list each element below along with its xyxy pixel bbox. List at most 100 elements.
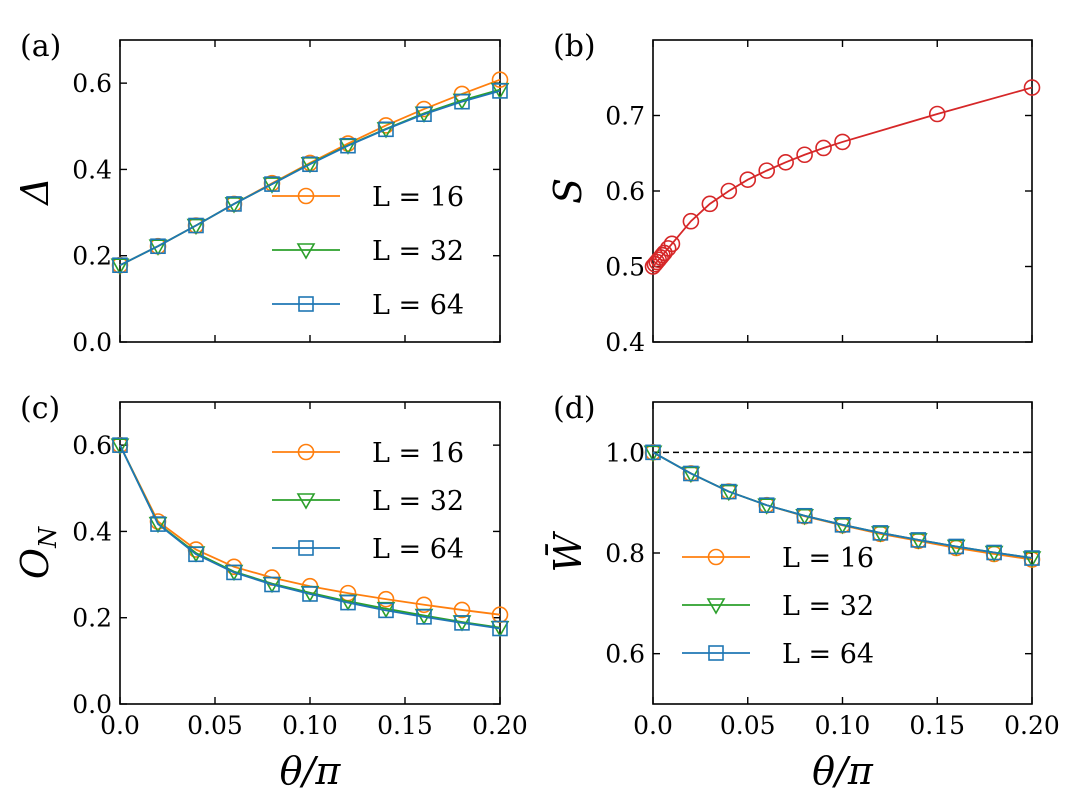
legend-label: L = 32 [782,591,874,622]
y-tick-label: 0.6 [605,640,645,669]
data-point [340,594,356,611]
data-point [872,525,889,541]
x-axis-title: θ/π [812,749,874,793]
data-point [659,240,677,257]
series-L64 [112,83,508,274]
legend-label: L = 32 [372,486,464,517]
x-tick-label: 0.0 [100,711,140,740]
data-point [492,83,508,99]
legend-label: L = 16 [372,182,464,213]
legend-label: L = 32 [372,236,464,267]
y-axis-title: W̄ [546,531,590,573]
axes-frame [652,39,1033,343]
data-point [264,576,280,593]
y-axis-title: S [546,178,590,204]
legend-label: L = 64 [782,639,874,670]
y-tick-label: 1.0 [605,438,645,467]
x-tick-label: 0.10 [815,711,871,740]
data-point [492,620,508,637]
legend-marker [708,645,724,661]
data-point [491,71,509,88]
data-point [643,445,663,462]
y-tick-label: 0.0 [72,328,112,357]
panel-b: 0.4 0.5 0.6 0.7 (b) S [546,29,1041,357]
data-point [739,171,757,188]
legend-marker [707,548,725,566]
data-point [226,564,242,581]
data-point [758,162,776,179]
legend: L = 16 L = 32 L = 64 [272,438,464,565]
y-tick-label: 0.2 [72,242,112,271]
data-point [453,601,471,619]
series-L64 [645,444,1040,566]
data-point [834,133,851,151]
data-point [701,195,719,213]
data-point [378,121,394,138]
data-point [663,235,681,253]
series-line [652,451,1033,559]
series-line [119,444,501,616]
data-point [682,212,700,230]
legend-marker [296,493,316,510]
legend-marker [296,243,316,260]
data-point [796,146,813,164]
y-axis-title: Δ [13,177,57,206]
legend: L = 16 L = 32 L = 64 [272,182,464,321]
y-axis-title: ON [13,526,62,579]
data-point [150,516,166,532]
data-point [262,177,282,194]
data-point [720,483,737,500]
panel-c: 0.0 0.05 0.10 0.15 0.20 0.0 0.2 0.4 0.6 (c) ON θ/π L… [13,391,528,793]
data-point [226,196,242,212]
legend-marker [297,443,315,461]
data-point [377,590,395,608]
legend-label: L = 64 [372,290,464,321]
legend-marker [298,540,314,556]
y-tick-label: 0.6 [72,69,112,98]
y-tick-label: 0.0 [72,690,112,719]
x-axis-title: θ/π [280,749,342,793]
legend-marker [297,187,315,205]
y-tick-label: 0.8 [605,539,645,568]
legend: L = 16 L = 32 L = 64 [682,543,874,670]
data-point [302,156,318,173]
data-point [416,609,432,625]
panel-d: 0.0 0.05 0.10 0.15 0.20 0.6 0.8 1.0 (d) W̄ θ/π L = … [546,391,1060,793]
series-line [119,444,501,630]
panel-a: 0.0 0.2 0.4 0.6 (a) Δ L = 16 L = 32 L = 64 [13,29,510,357]
data-point [112,257,128,274]
data-point [188,217,204,234]
data-point [150,238,166,255]
y-tick-label: 0.4 [72,155,112,184]
y-tick-label: 0.6 [605,177,645,206]
data-point [224,197,244,214]
legend-marker [298,296,314,312]
data-point [186,218,206,236]
series-S [644,79,1041,275]
y-tick-label: 0.4 [72,517,112,546]
x-tick-label: 0.15 [909,711,965,740]
x-tick-label: 0.20 [1004,711,1060,740]
data-point [720,182,738,200]
x-tick-label: 0.15 [377,711,433,740]
data-point [948,538,965,555]
data-point [264,176,280,192]
y-tick-label: 0.4 [605,328,645,357]
data-point [378,602,394,619]
data-point [758,497,775,513]
y-tick-label: 0.7 [605,102,645,131]
series-L64 [112,437,508,637]
data-point [1023,79,1041,96]
x-tick-label: 0.05 [720,711,776,740]
series-line [652,86,1033,268]
data-point [910,532,927,548]
x-tick-label: 0.0 [633,711,673,740]
data-point [1024,550,1040,566]
legend-marker [706,598,726,615]
panel-label: (d) [553,391,596,426]
legend-label: L = 16 [782,543,874,574]
panel-label: (b) [553,29,596,64]
data-point [110,438,130,455]
data-point [796,507,813,524]
